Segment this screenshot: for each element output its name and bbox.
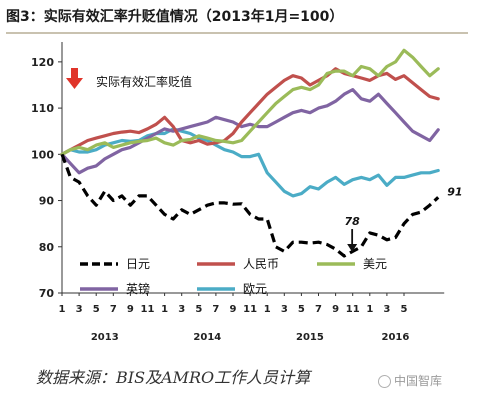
y-tick-label: 120 — [31, 56, 54, 69]
x-tick-label: 1 — [161, 304, 168, 315]
x-tick-label: 7 — [212, 304, 219, 315]
title-divider — [6, 32, 468, 34]
legend-label-3: 英镑 — [126, 281, 150, 296]
x-tick-label: 5 — [401, 304, 408, 315]
y-tick-label: 100 — [31, 148, 54, 161]
legend-label-2: 美元 — [363, 257, 387, 271]
x-tick-label: 11 — [346, 304, 360, 315]
legend-label-0: 日元 — [126, 257, 150, 271]
x-year-label: 2016 — [382, 332, 410, 343]
x-tick-label: 1 — [264, 304, 271, 315]
series-line-4 — [60, 127, 440, 198]
end-value-label: 91 — [447, 185, 462, 198]
x-tick-label: 3 — [383, 304, 390, 315]
x-year-label: 2013 — [91, 332, 119, 343]
x-tick-label: 5 — [298, 304, 305, 315]
x-tick-label: 9 — [127, 304, 134, 315]
x-year-label: 2014 — [193, 332, 221, 343]
x-tick-label: 1 — [366, 304, 373, 315]
data-source-note: 数据来源：BIS及AMRO工作人员计算 — [36, 368, 311, 387]
x-tick-label: 3 — [281, 304, 288, 315]
x-tick-label: 11 — [141, 304, 155, 315]
low-value-arrow-head — [347, 244, 358, 253]
series-line-3 — [60, 87, 440, 175]
x-tick-label: 5 — [93, 304, 100, 315]
y-tick-label: 70 — [39, 287, 55, 300]
series-line-2 — [60, 48, 440, 156]
legend-label-4: 欧元 — [243, 282, 267, 296]
watermark: 中国智库 — [378, 372, 442, 389]
series-line-1 — [60, 67, 440, 156]
x-tick-label: 9 — [230, 304, 237, 315]
annotation-layer: 实际有效汇率贬值 78 91 — [66, 68, 463, 253]
watermark-text: 中国智库 — [394, 374, 443, 388]
x-tick-label: 7 — [110, 304, 117, 315]
x-tick-label: 11 — [243, 304, 257, 315]
legend-label-1: 人民币 — [243, 257, 279, 271]
x-tick-label: 5 — [195, 304, 202, 315]
x-year-label: 2015 — [296, 332, 324, 343]
series-layer — [60, 48, 440, 258]
x-tick-label: 1 — [59, 304, 66, 315]
x-tick-label: 7 — [315, 304, 322, 315]
x-tick-label: 3 — [178, 304, 185, 315]
x-tick-label: 9 — [332, 304, 339, 315]
y-tick-label: 110 — [31, 102, 54, 115]
series-line-0 — [60, 153, 440, 258]
low-value-label: 78 — [344, 215, 360, 228]
depreciation-arrow-head — [66, 78, 83, 89]
depreciation-arrow-shaft — [71, 68, 78, 78]
watermark-icon — [378, 375, 391, 388]
x-tick-label: 3 — [76, 304, 83, 315]
chart-title: 图3：实际有效汇率升贬值情况（2013年1月=100） — [6, 9, 344, 25]
y-tick-label: 90 — [39, 195, 55, 208]
depreciation-label: 实际有效汇率贬值 — [96, 74, 192, 89]
y-tick-label: 80 — [39, 241, 55, 254]
